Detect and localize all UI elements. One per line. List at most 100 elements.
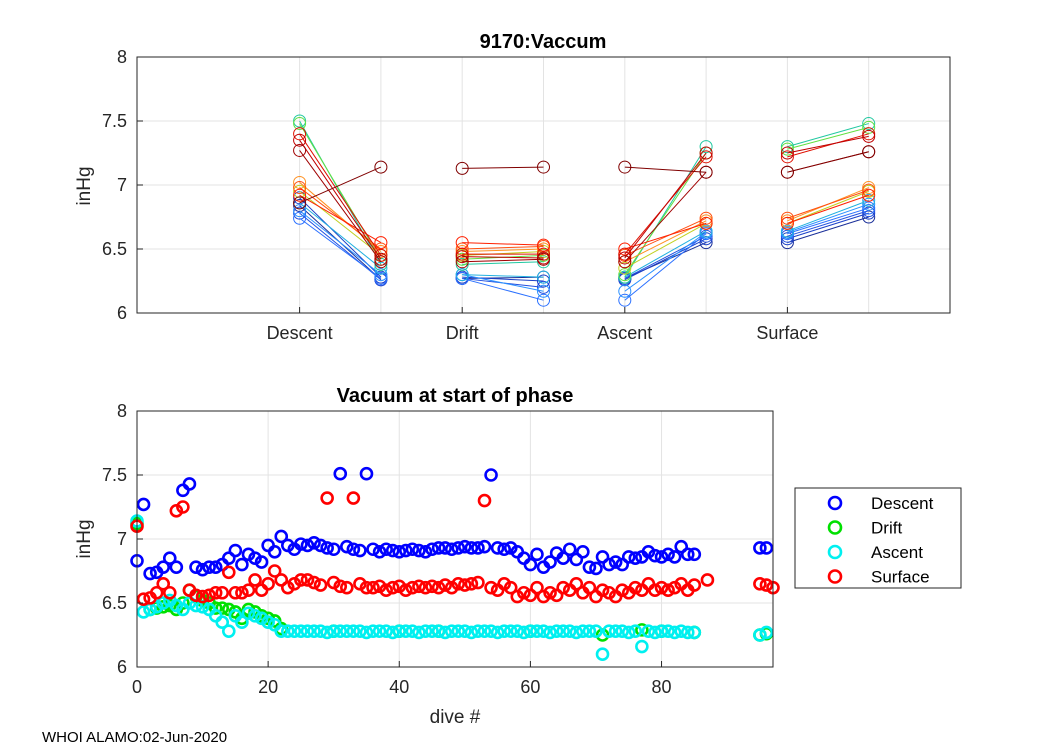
bottom-point-surface (215, 585, 230, 600)
bottom-point-descent (333, 466, 348, 481)
top-segment-surface (787, 210, 869, 237)
top-y-tick-label: 7 (117, 175, 127, 195)
top-marker-ascent-start (618, 160, 632, 174)
top-segment-ascent (624, 233, 707, 301)
bottom-point-ascent (680, 625, 695, 640)
bottom-point-surface (274, 573, 289, 587)
top-marker-ascent-start (618, 284, 632, 298)
top-marker-drift-end (537, 252, 550, 266)
bottom-point-descent (477, 539, 492, 554)
bottom-point-descent (399, 543, 413, 558)
bottom-point-ascent (333, 624, 348, 638)
top-segment-descent (299, 166, 382, 204)
top-marker-descent-end (374, 261, 388, 275)
legend: Descent Drift Ascent Surface (794, 487, 962, 589)
top-marker-surface-end (862, 127, 876, 141)
top-segment-drift (462, 274, 544, 278)
bottom-point-descent (569, 552, 584, 567)
bottom-point-ascent (464, 625, 479, 640)
top-segment-surface (787, 190, 869, 224)
bottom-point-ascent (576, 624, 590, 638)
bottom-point-descent (523, 557, 538, 572)
bottom-point-ascent (615, 624, 629, 638)
top-segment-descent (299, 210, 382, 275)
bottom-point-descent (543, 555, 557, 569)
top-x-tick-label: Ascent (597, 323, 652, 343)
bottom-point-ascent (556, 624, 570, 638)
bottom-point-surface (294, 573, 308, 587)
top-marker-descent-start (293, 181, 307, 195)
bottom-series-surface (130, 491, 780, 606)
bottom-point-surface (595, 583, 610, 598)
bottom-point-surface (412, 579, 426, 594)
bottom-point-descent (562, 542, 577, 557)
bottom-point-descent (254, 555, 269, 569)
bottom-point-drift (176, 596, 190, 610)
top-segment-drift (462, 242, 544, 246)
bottom-point-ascent (248, 608, 262, 623)
bottom-point-drift (635, 623, 649, 637)
bottom-point-ascent (235, 615, 249, 630)
bottom-point-ascent (536, 624, 551, 638)
top-segment-surface (787, 133, 869, 158)
bottom-y-axis-label: inHg (74, 519, 95, 558)
bottom-point-descent (195, 562, 210, 577)
top-marker-ascent-start (618, 293, 632, 307)
bottom-y-tick-label: 6 (117, 657, 127, 677)
top-marker-ascent-end (699, 211, 713, 225)
top-y-axis-label: inHg (74, 166, 95, 205)
bottom-point-ascent (510, 624, 525, 638)
top-series-dive-16 (293, 145, 876, 210)
bottom-point-descent (392, 544, 407, 559)
bottom-point-ascent (136, 605, 151, 619)
top-marker-descent-end (374, 160, 388, 174)
top-marker-drift-end (537, 284, 550, 298)
bottom-point-ascent (346, 624, 361, 638)
bottom-point-surface (648, 583, 662, 598)
bottom-point-surface (228, 585, 243, 600)
top-marker-ascent-start (618, 261, 632, 275)
bottom-point-ascent (654, 624, 669, 638)
top-x-tick-label: Surface (756, 323, 818, 343)
bottom-point-ascent (523, 624, 538, 638)
bottom-point-descent (680, 547, 695, 562)
bottom-point-surface (477, 493, 492, 508)
bottom-point-surface (346, 491, 361, 505)
bottom-point-surface (431, 580, 446, 595)
bottom-point-descent (143, 566, 157, 581)
bottom-point-descent (372, 544, 387, 559)
bottom-point-descent (202, 560, 216, 574)
top-marker-surface-end (862, 120, 876, 134)
top-marker-drift-start (455, 250, 469, 264)
bottom-series-ascent (130, 514, 774, 662)
top-marker-descent-end (374, 245, 388, 259)
bottom-point-descent (667, 550, 682, 564)
bottom-point-descent (307, 536, 321, 550)
bottom-point-descent (359, 466, 374, 481)
top-marker-descent-end (374, 271, 388, 285)
top-segment-ascent (624, 171, 707, 263)
top-marker-drift-end (537, 280, 550, 294)
bottom-point-surface (313, 578, 328, 592)
top-segment-descent (299, 139, 382, 260)
bottom-point-descent (576, 544, 590, 559)
bottom-point-descent (759, 541, 774, 555)
top-segment-ascent (624, 230, 707, 278)
bottom-point-descent (615, 557, 629, 572)
bottom-x-tick-label: 0 (132, 677, 142, 697)
legend-label-descent: Descent (871, 494, 934, 513)
top-segment-drift (462, 248, 544, 253)
top-marker-ascent-end (699, 216, 713, 230)
legend-marker-drift (827, 520, 843, 535)
bottom-point-surface (654, 580, 669, 595)
bottom-point-surface (549, 588, 564, 603)
bottom-point-descent (497, 542, 511, 557)
bottom-point-surface (471, 575, 485, 590)
top-marker-surface-start (780, 165, 794, 179)
legend-marker-surface (827, 569, 843, 584)
bottom-point-surface (385, 580, 400, 595)
top-segment-descent (299, 150, 382, 263)
legend-items: Descent Drift Ascent Surface (827, 494, 934, 587)
bottom-point-descent (471, 541, 485, 555)
bottom-point-surface (162, 585, 177, 600)
